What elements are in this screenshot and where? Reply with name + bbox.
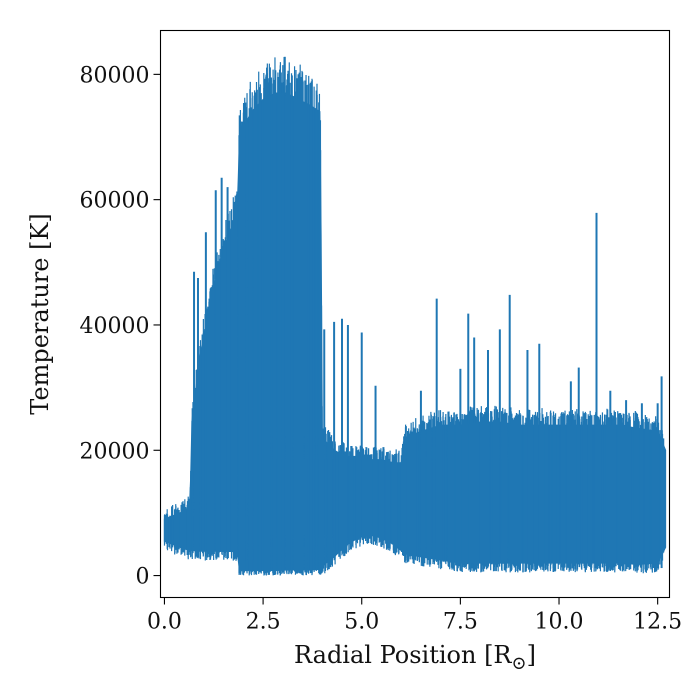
plot-area bbox=[163, 56, 667, 576]
x-tick-label: 2.5 bbox=[246, 610, 281, 635]
x-axis-ticks: 0.0 2.5 5.0 7.5 10.0 12.5 bbox=[147, 597, 682, 635]
x-tick-label: 10.0 bbox=[535, 610, 584, 635]
x-tick-label: 0.0 bbox=[147, 610, 182, 635]
y-tick-label: 40000 bbox=[80, 314, 150, 339]
x-tick-label: 7.5 bbox=[443, 610, 478, 635]
y-axis-ticks: 0 20000 40000 60000 80000 bbox=[80, 63, 161, 590]
y-axis-title: Temperature [K] bbox=[26, 213, 54, 415]
x-tick-label: 12.5 bbox=[633, 610, 682, 635]
x-tick-label: 5.0 bbox=[344, 610, 379, 635]
x-axis-title: Radial Position [R⊙] bbox=[294, 641, 536, 674]
temperature-series-noise bbox=[163, 56, 665, 576]
y-tick-label: 80000 bbox=[80, 63, 150, 88]
y-tick-label: 60000 bbox=[80, 189, 150, 214]
y-tick-label: 0 bbox=[136, 565, 150, 590]
axes-frame bbox=[159, 29, 671, 599]
y-tick-label: 20000 bbox=[80, 439, 150, 464]
